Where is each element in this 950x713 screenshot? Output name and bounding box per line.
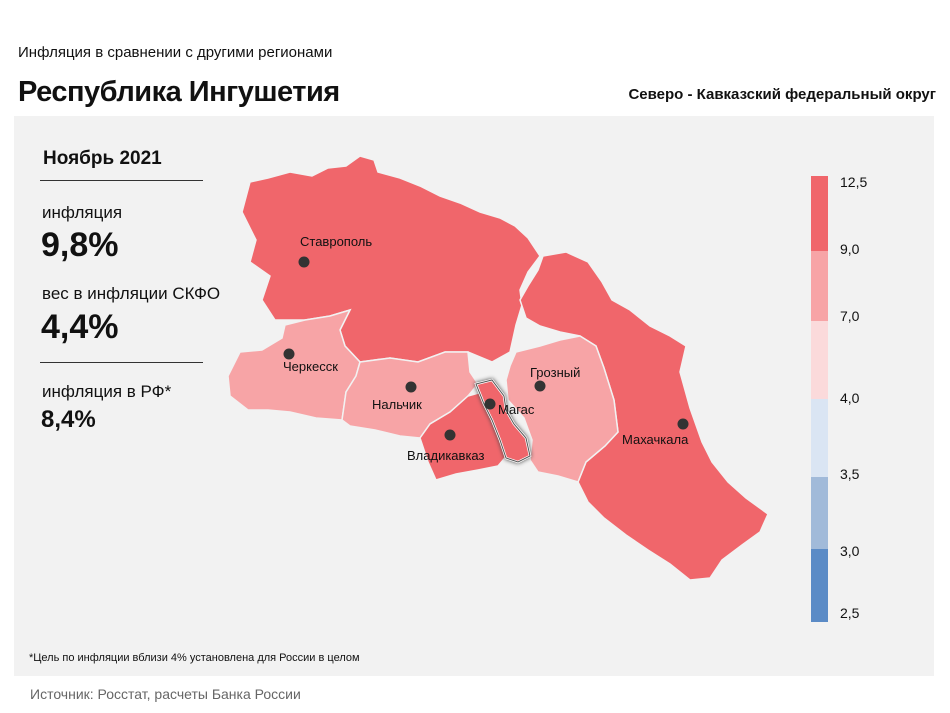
legend-tick: 7,0 (840, 308, 860, 324)
legend-tick: 3,0 (840, 543, 860, 559)
svg-text:Магас: Магас (498, 402, 535, 417)
legend-swatch-2.5-3 (811, 549, 828, 622)
city-nalchik: Нальчик (372, 381, 422, 412)
city-vladikavkaz: Владикавказ (407, 429, 485, 463)
legend-swatch-9-12.5 (811, 176, 828, 251)
city-grozny: Грозный (530, 365, 580, 392)
legend-swatch-4-7 (811, 321, 828, 399)
svg-text:Черкесск: Черкесск (283, 359, 338, 374)
source-note: Источник: Росстат, расчеты Банка России (30, 686, 301, 702)
legend-swatch-3-3.5 (811, 477, 828, 549)
legend-tick: 12,5 (840, 174, 868, 190)
weight-value: 4,4% (41, 308, 119, 346)
ingushetia-border (475, 379, 531, 463)
page-subtitle: Инфляция в сравнении с другими регионами (18, 44, 333, 61)
region-chechnya[interactable] (505, 335, 619, 483)
svg-text:Владикавказ: Владикавказ (407, 448, 485, 463)
inflation-label: инфляция (42, 203, 123, 222)
legend-tick: 9,0 (840, 241, 860, 257)
divider-bottom (40, 362, 203, 363)
city-cherkessk: Черкесск (283, 348, 338, 374)
city-magas: Магас (484, 398, 535, 417)
legend-tick: 2,5 (840, 605, 860, 621)
footnote: *Цель по инфляции вблизи 4% установлена … (29, 652, 360, 664)
svg-text:Махачкала: Махачкала (622, 432, 689, 447)
city-makhachkala: Махачкала (622, 418, 689, 447)
page-title: Республика Ингушетия (18, 76, 340, 108)
svg-text:Грозный: Грозный (530, 365, 580, 380)
weight-label: вес в инфляции СКФО (42, 284, 221, 303)
svg-text:Ставрополь: Ставрополь (300, 234, 372, 249)
russia-inflation-value: 8,4% (41, 406, 96, 433)
legend-swatch-7-9 (811, 251, 828, 321)
region-dagestan[interactable] (519, 251, 769, 581)
legend-tick: 4,0 (840, 390, 860, 406)
city-stavropol: Ставрополь (298, 234, 372, 268)
district-label: Северо - Кавказский федеральный округ (628, 86, 936, 103)
divider-top (40, 180, 203, 181)
period-label: Ноябрь 2021 (43, 148, 162, 169)
inflation-value: 9,8% (41, 226, 119, 264)
legend-swatch-3.5-4 (811, 399, 828, 477)
legend-tick: 3,5 (840, 466, 860, 482)
svg-text:Нальчик: Нальчик (372, 397, 422, 412)
russia-inflation-label: инфляция в РФ* (42, 382, 172, 401)
